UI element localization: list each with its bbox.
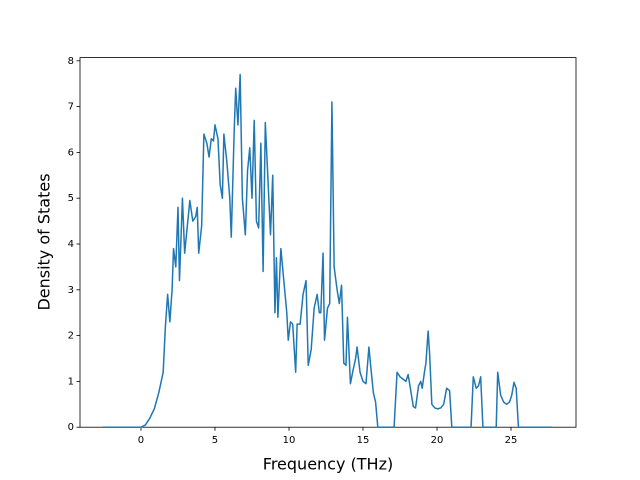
- x-tick-label: 15: [357, 435, 370, 446]
- x-tick-label: 20: [431, 435, 444, 446]
- x-tick-label: 25: [505, 435, 518, 446]
- x-tick-label: 0: [138, 435, 144, 446]
- plot-frame: [79, 57, 577, 428]
- x-axis-label: Frequency (THz): [263, 455, 393, 474]
- y-tick-label: 4: [68, 239, 74, 250]
- y-tick-label: 3: [68, 285, 74, 296]
- y-tick-label: 8: [68, 56, 74, 67]
- y-tick-label: 1: [68, 376, 74, 387]
- y-tick-label: 5: [68, 193, 74, 204]
- line-series: [102, 73, 553, 428]
- y-tick-label: 0: [68, 422, 74, 433]
- y-tick-label: 6: [68, 147, 74, 158]
- y-tick-label: 2: [68, 331, 74, 342]
- y-tick-label: 7: [68, 102, 74, 113]
- x-tick-label: 5: [212, 435, 218, 446]
- y-axis-label: Density of States: [35, 173, 54, 310]
- x-tick-label: 10: [283, 435, 296, 446]
